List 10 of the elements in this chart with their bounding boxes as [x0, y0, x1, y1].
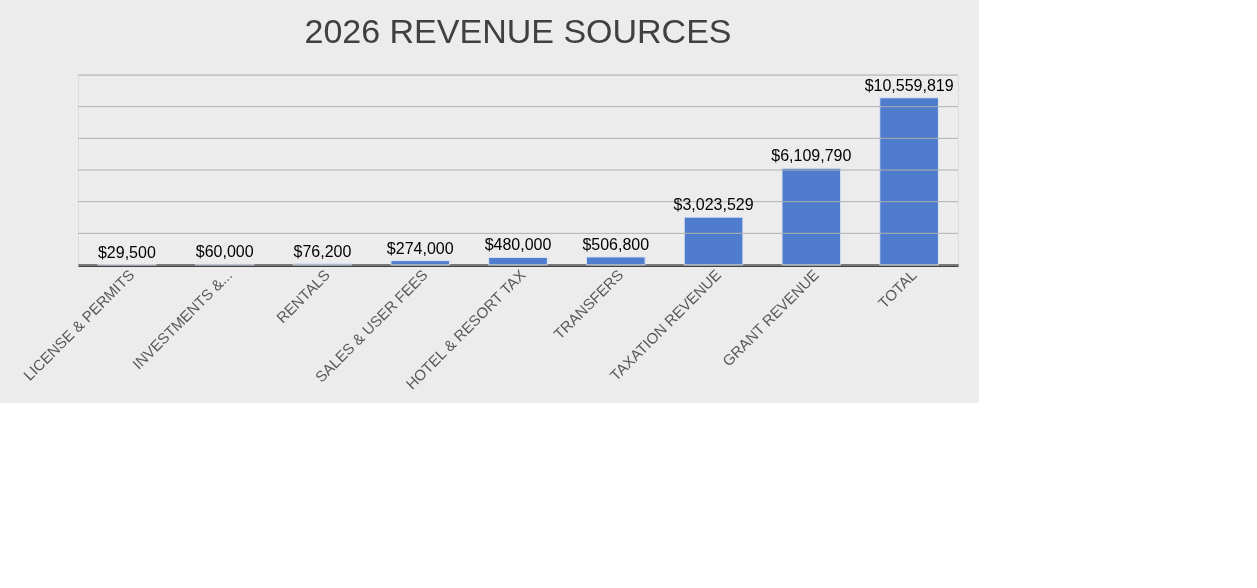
data-label: $6,109,790	[771, 147, 852, 165]
data-label: $76,200	[293, 242, 352, 260]
data-label: $506,800	[582, 235, 650, 253]
data-label: $60,000	[195, 243, 254, 261]
data-label: $29,500	[97, 243, 156, 261]
data-label: $480,000	[484, 236, 552, 254]
data-label: $274,000	[386, 239, 454, 257]
chart-title: 2026 REVENUE SOURCES	[304, 11, 732, 50]
data-label: $3,023,529	[673, 196, 754, 214]
data-label: $10,559,819	[864, 76, 954, 94]
